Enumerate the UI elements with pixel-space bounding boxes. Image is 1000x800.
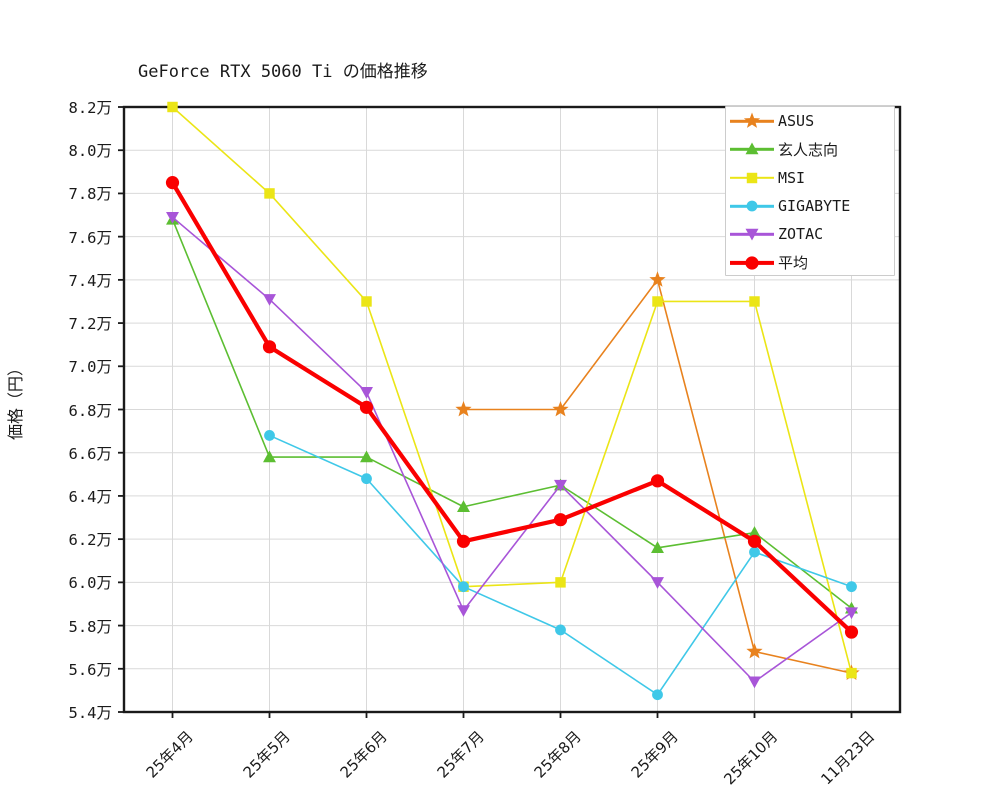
series-line (171, 216, 853, 683)
data-point (845, 607, 858, 620)
data-point (746, 642, 763, 659)
legend-marker-circle-icon (726, 249, 778, 277)
data-point (552, 400, 569, 417)
y-tick-label: 7.2万 (68, 315, 113, 334)
y-axis-tick-labels: 8.2万 8.0万 7.8万 7.6万 7.4万 7.2万 7.0万 6.8万 6.6万 6.4万… (0, 0, 113, 800)
series-平均 (165, 176, 859, 639)
data-point (743, 112, 761, 129)
legend-item-玄人志向[interactable]: 玄人志向 (726, 135, 896, 163)
data-point (846, 581, 857, 593)
data-point (361, 473, 372, 485)
data-point (745, 142, 759, 155)
data-point (553, 513, 568, 527)
legend-marker-triangle-down-icon (726, 220, 778, 248)
legend-marker-square-icon (726, 164, 778, 192)
data-point (264, 188, 275, 199)
data-point (167, 101, 178, 113)
data-point (745, 229, 759, 241)
legend-item-GIGABYTE[interactable]: GIGABYTE (726, 192, 896, 220)
legend-item-ZOTAC[interactable]: ZOTAC (726, 220, 896, 248)
data-point (360, 450, 373, 463)
data-point (359, 400, 374, 414)
legend-marker-star-icon (726, 107, 778, 135)
data-point (457, 605, 470, 617)
y-tick-label: 5.4万 (68, 704, 113, 722)
y-tick-label: 7.0万 (68, 358, 113, 377)
data-point (264, 430, 275, 441)
data-point (749, 546, 760, 558)
chart-title: GeForce RTX 5060 Ti の価格推移 (138, 62, 428, 82)
legend-label: ZOTAC (778, 225, 824, 244)
legend-item-平均[interactable]: 平均 (726, 249, 896, 277)
data-point (844, 625, 859, 639)
y-tick-label: 6.4万 (68, 487, 113, 506)
data-point (649, 271, 666, 287)
y-tick-label: 6.0万 (68, 574, 113, 593)
data-point (749, 296, 760, 307)
series-line (171, 218, 853, 610)
series-ZOTAC (166, 211, 858, 689)
data-point (554, 479, 567, 492)
y-tick-label: 7.6万 (68, 228, 113, 247)
legend-marker-triangle-up-icon (726, 135, 778, 163)
series-line (171, 106, 853, 674)
legend-label: 玄人志向 (778, 140, 839, 159)
y-tick-label: 8.2万 (68, 99, 113, 117)
chart-legend: ASUS 玄人志向 MSI GIGABYTE ZOTAC 平均 (725, 106, 895, 276)
data-point (746, 200, 758, 212)
y-tick-label: 8.0万 (68, 142, 113, 161)
data-point (651, 541, 664, 554)
y-tick-label: 5.6万 (68, 660, 113, 679)
legend-label: ASUS (778, 112, 815, 131)
data-point (745, 256, 759, 270)
data-point (846, 667, 857, 679)
legend-marker-circle-icon (726, 192, 778, 220)
data-point (458, 581, 469, 593)
data-point (746, 172, 758, 184)
data-point (555, 577, 566, 588)
data-point (165, 176, 180, 190)
legend-label: GIGABYTE (778, 197, 851, 216)
legend-label: MSI (778, 168, 806, 187)
y-tick-label: 7.8万 (68, 185, 113, 204)
data-point (652, 689, 663, 701)
y-tick-label: 6.6万 (68, 444, 113, 463)
data-point (555, 624, 566, 636)
series-line (170, 180, 854, 635)
data-point (651, 577, 664, 589)
y-tick-label: 5.8万 (68, 617, 113, 636)
data-point (262, 340, 277, 354)
data-point (263, 450, 276, 463)
data-point (652, 296, 663, 307)
legend-item-ASUS[interactable]: ASUS (726, 107, 896, 135)
data-point (748, 676, 761, 689)
data-point (361, 296, 372, 307)
data-point (263, 294, 276, 306)
y-tick-label: 7.4万 (68, 271, 113, 290)
data-point (650, 474, 665, 488)
y-tick-label: 6.2万 (68, 531, 113, 550)
data-point (456, 534, 471, 548)
legend-item-MSI[interactable]: MSI (726, 164, 896, 192)
data-point (748, 526, 761, 538)
y-tick-label: 6.8万 (68, 401, 113, 420)
data-point (457, 500, 470, 512)
series-GIGABYTE (264, 430, 857, 701)
legend-label: 平均 (778, 254, 809, 273)
data-point (747, 534, 762, 548)
data-point (360, 386, 373, 399)
data-point (166, 211, 179, 224)
data-point (455, 400, 472, 417)
